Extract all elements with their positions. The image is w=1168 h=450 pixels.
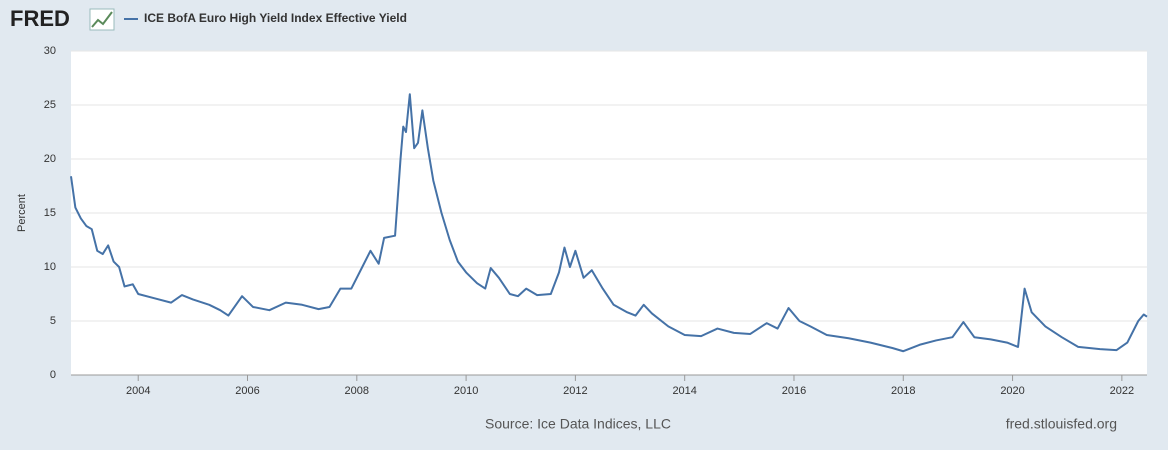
x-tick-label: 2020 xyxy=(1000,385,1024,397)
x-tick-label: 2004 xyxy=(126,385,150,397)
logo: FRED xyxy=(10,6,70,31)
y-tick-label: 30 xyxy=(44,45,56,57)
y-axis-label: Percent xyxy=(16,194,28,232)
x-tick-label: 2018 xyxy=(891,385,915,397)
legend-label: ICE BofA Euro High Yield Index Effective… xyxy=(144,11,407,25)
x-tick-label: 2016 xyxy=(782,385,806,397)
x-tick-label: 2014 xyxy=(672,385,696,397)
y-tick-label: 5 xyxy=(50,315,56,327)
x-tick-label: 2010 xyxy=(454,385,478,397)
x-tick-label: 2006 xyxy=(235,385,259,397)
site: fred.stlouisfed.org xyxy=(1006,416,1117,432)
y-tick-label: 25 xyxy=(44,99,56,111)
x-tick-label: 2012 xyxy=(563,385,587,397)
series-line xyxy=(70,93,1148,353)
y-tick-label: 15 xyxy=(44,207,56,219)
x-tick-label: 2008 xyxy=(345,385,369,397)
y-tick-label: 20 xyxy=(44,153,56,165)
logo-icon xyxy=(89,8,115,31)
source: Source: Ice Data Indices, LLC xyxy=(485,416,671,432)
y-tick-label: 0 xyxy=(50,369,56,381)
y-tick-label: 10 xyxy=(44,261,56,273)
logo-icon-line xyxy=(91,11,113,28)
x-tick-label: 2022 xyxy=(1110,385,1134,397)
